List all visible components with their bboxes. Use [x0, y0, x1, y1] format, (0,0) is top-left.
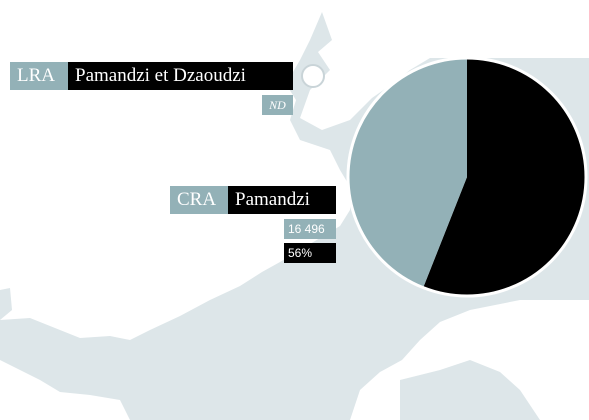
lra-tag: LRA — [10, 62, 68, 90]
lra-value: ND — [262, 95, 293, 115]
town-marker — [301, 64, 325, 88]
lra-name: Pamandzi et Dzaoudzi — [68, 62, 293, 90]
pie — [346, 56, 588, 298]
cra-value: 16 496 — [284, 219, 336, 239]
cra-name: Pamandzi — [228, 186, 336, 214]
pie-label: 56% — [284, 243, 336, 263]
pie-slice — [348, 58, 467, 288]
pie-slice — [423, 58, 587, 296]
cra-tag: CRA — [170, 186, 228, 214]
pie-outline — [346, 56, 588, 298]
